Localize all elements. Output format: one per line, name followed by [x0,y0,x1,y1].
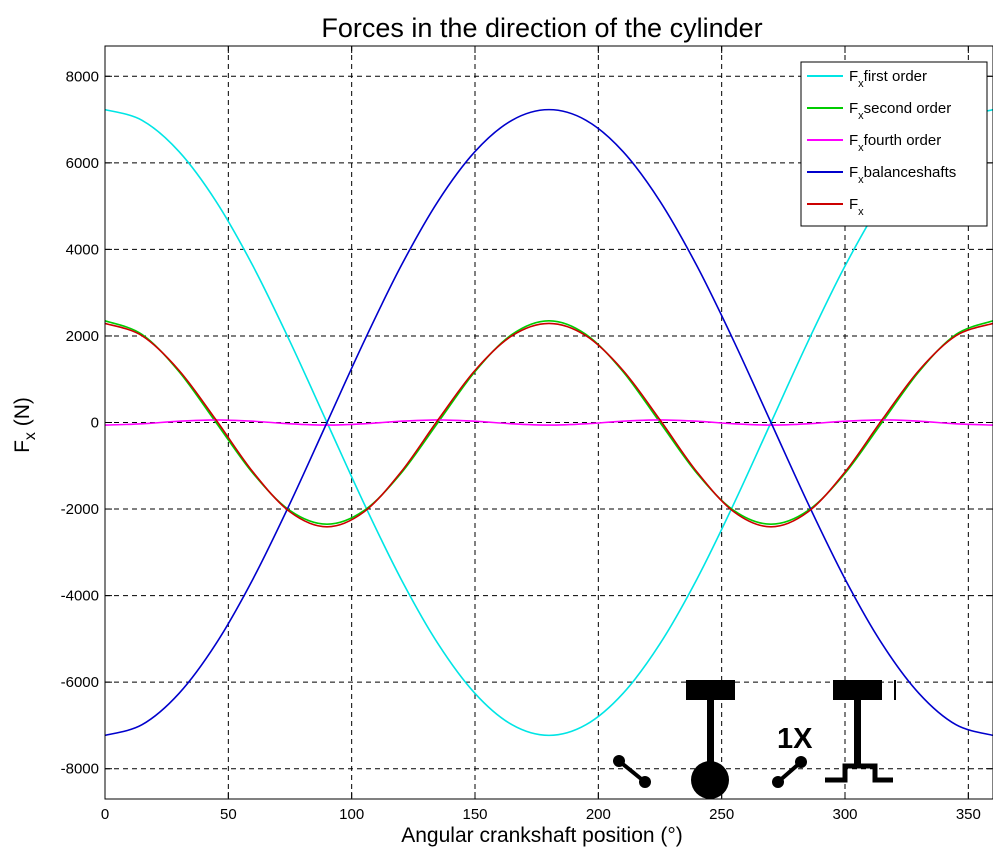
legend-label-main: F [849,196,858,213]
y-tick-label: -8000 [61,761,99,778]
legend-label-sub: x [858,206,864,218]
y-tick-label: -6000 [61,674,99,691]
series-line-0 [104,108,993,737]
x-tick-label: 100 [339,806,364,823]
ticks: 0 50 100 150 200 250 300 350 -8000 -6000 -4000 -200… [61,46,993,823]
engine-diagram: 1X [613,680,896,799]
x-tick-label: 50 [220,806,237,823]
crank-left-icon [613,755,651,788]
x-tick-label: 350 [956,806,981,823]
series-line-1 [104,319,993,526]
y-tick-label: 0 [91,415,99,432]
y-tick-label: -2000 [61,501,99,518]
y-tick-label: 8000 [66,68,99,85]
legend-box [800,61,988,227]
x-axis-label: Angular crankshaft position (°) [401,824,683,847]
y-axis-label-main: F [11,440,34,453]
chart-title: Forces in the direction of the cylinder [321,13,762,43]
y-tick-label: 6000 [66,155,99,172]
y-axis-label: Fx (N) [11,397,39,453]
legend-label-main: F [849,132,858,149]
series-line-3 [104,108,993,737]
legend-label-sub: x [858,174,864,186]
legend-label-sub: x [858,78,864,90]
legend-label-text: first order [864,68,927,85]
y-axis-label-unit: (N) [11,397,34,432]
legend-label-sub: x [858,110,864,122]
legend-label-sub: x [858,142,864,154]
y-tick-label: 4000 [66,241,99,258]
x-tick-label: 0 [101,806,109,823]
legend-label-text: second order [864,100,952,117]
legend-label: Fx [849,196,864,218]
legend-label: Fxfourth order [849,132,941,154]
y-tick-label: -4000 [61,588,99,605]
x-tick-label: 200 [586,806,611,823]
series-line-4 [104,322,993,528]
y-tick-label: 2000 [66,328,99,345]
legend-label-main: F [849,164,858,181]
y-axis-label-sub: x [22,432,39,440]
legend-label: Fxsecond order [849,100,951,122]
legend-label: Fxfirst order [849,68,927,90]
x-tick-label: 150 [462,806,487,823]
x-tick-label: 300 [832,806,857,823]
piston-balanceshaft-icon [825,680,896,783]
legend-label: Fxbalanceshafts [849,164,956,186]
series-line-2 [104,419,993,426]
order-annotation: 1X [777,723,813,755]
crank-right-icon [772,756,807,788]
legend-label-text: balanceshafts [864,164,957,181]
legend-label-main: F [849,100,858,117]
legend-label-text: fourth order [864,132,942,149]
piston-counterweight-icon [686,680,735,799]
x-tick-label: 250 [709,806,734,823]
series-layer [104,108,993,737]
legend-label-main: F [849,68,858,85]
